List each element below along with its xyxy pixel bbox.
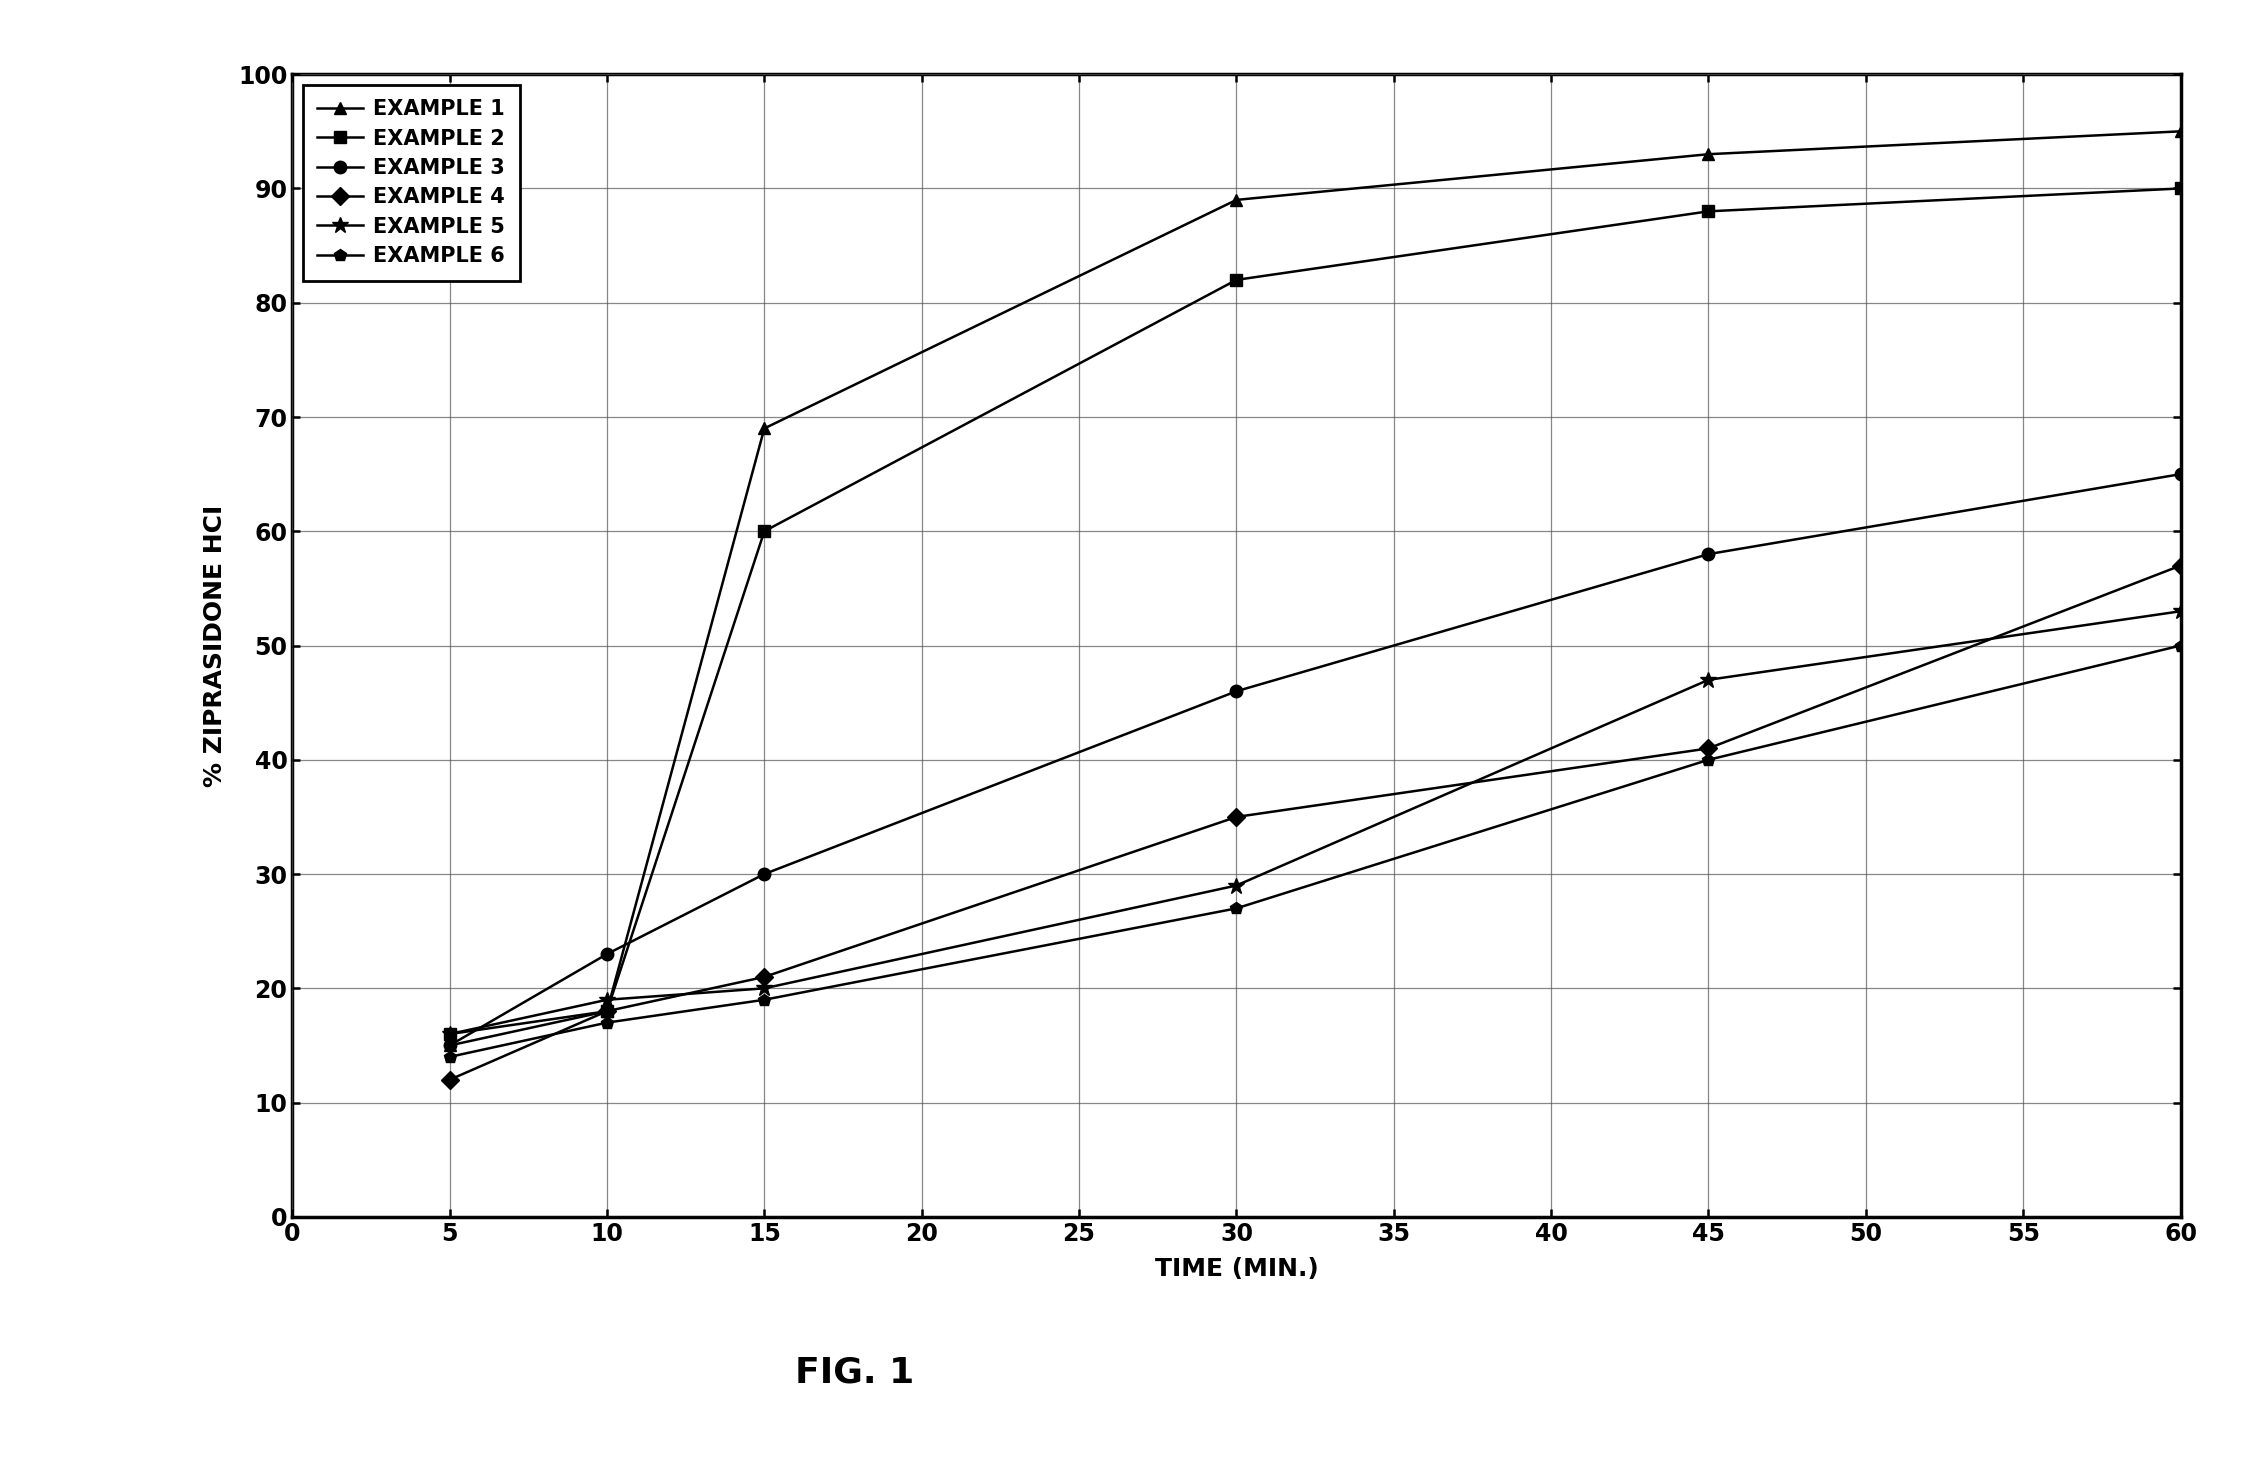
- EXAMPLE 6: [1695, 751, 1722, 769]
- EXAMPLE 5: [436, 1025, 463, 1043]
- EXAMPLE 1: [751, 420, 778, 438]
- Text: FIG. 1: FIG. 1: [794, 1356, 915, 1389]
- EXAMPLE 4: [2167, 556, 2194, 574]
- EXAMPLE 3: [436, 1037, 463, 1055]
- EXAMPLE 3: [751, 865, 778, 883]
- EXAMPLE 1: [436, 1037, 463, 1055]
- EXAMPLE 6: [1223, 899, 1250, 917]
- EXAMPLE 5: [1223, 877, 1250, 895]
- EXAMPLE 4: [1223, 807, 1250, 825]
- EXAMPLE 3: [1695, 545, 1722, 562]
- EXAMPLE 1: [593, 1002, 620, 1020]
- EXAMPLE 3: [593, 945, 620, 963]
- Y-axis label: % ZIPRASIDONE HCI: % ZIPRASIDONE HCI: [202, 505, 227, 787]
- Legend: EXAMPLE 1, EXAMPLE 2, EXAMPLE 3, EXAMPLE 4, EXAMPLE 5, EXAMPLE 6: EXAMPLE 1, EXAMPLE 2, EXAMPLE 3, EXAMPLE…: [303, 85, 519, 280]
- EXAMPLE 2: [2167, 180, 2194, 197]
- EXAMPLE 2: [1695, 202, 1722, 220]
- EXAMPLE 4: [1695, 739, 1722, 757]
- EXAMPLE 4: [593, 1002, 620, 1020]
- Line: EXAMPLE 1: EXAMPLE 1: [443, 125, 2187, 1052]
- EXAMPLE 4: [751, 968, 778, 985]
- EXAMPLE 5: [593, 991, 620, 1009]
- Line: EXAMPLE 3: EXAMPLE 3: [443, 467, 2187, 1052]
- Line: EXAMPLE 4: EXAMPLE 4: [443, 559, 2187, 1086]
- EXAMPLE 6: [751, 991, 778, 1009]
- EXAMPLE 5: [1695, 671, 1722, 689]
- EXAMPLE 4: [436, 1071, 463, 1089]
- EXAMPLE 5: [751, 979, 778, 997]
- Line: EXAMPLE 2: EXAMPLE 2: [443, 183, 2187, 1040]
- EXAMPLE 2: [1223, 272, 1250, 289]
- Line: EXAMPLE 5: EXAMPLE 5: [441, 603, 2190, 1042]
- X-axis label: TIME (MIN.): TIME (MIN.): [1155, 1257, 1317, 1281]
- EXAMPLE 1: [1223, 191, 1250, 209]
- EXAMPLE 5: [2167, 603, 2194, 620]
- EXAMPLE 6: [2167, 637, 2194, 654]
- EXAMPLE 3: [1223, 683, 1250, 700]
- EXAMPLE 3: [2167, 466, 2194, 484]
- Line: EXAMPLE 6: EXAMPLE 6: [443, 640, 2187, 1063]
- EXAMPLE 2: [593, 1002, 620, 1020]
- EXAMPLE 6: [593, 1014, 620, 1031]
- EXAMPLE 2: [751, 522, 778, 540]
- EXAMPLE 6: [436, 1048, 463, 1066]
- EXAMPLE 2: [436, 1025, 463, 1043]
- EXAMPLE 1: [1695, 145, 1722, 163]
- EXAMPLE 1: [2167, 123, 2194, 141]
